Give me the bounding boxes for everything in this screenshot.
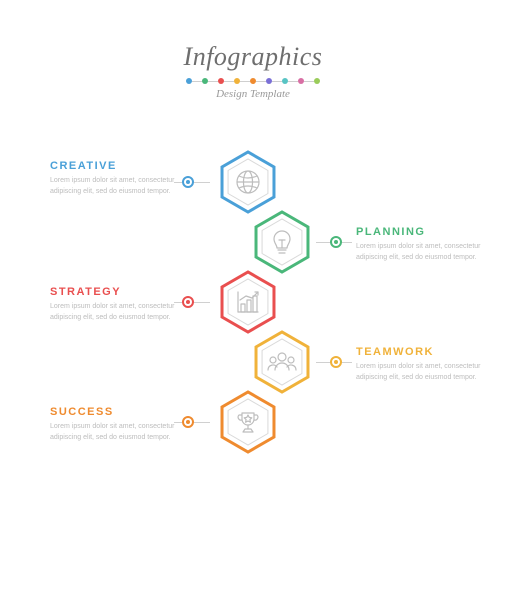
header-dot: [314, 78, 320, 84]
textblock-teamwork: TEAMWORK Lorem ipsum dolor sit amet, con…: [356, 346, 486, 383]
textblock-creative: CREATIVE Lorem ipsum dolor sit amet, con…: [50, 160, 180, 197]
hex-planning: [250, 210, 314, 274]
bullet-success: [182, 416, 194, 428]
label-success: SUCCESS: [50, 406, 180, 418]
textblock-planning: PLANNING Lorem ipsum dolor sit amet, con…: [356, 226, 486, 263]
label-planning: PLANNING: [356, 226, 486, 238]
label-creative: CREATIVE: [50, 160, 180, 172]
hex-success: [216, 390, 280, 454]
hex-creative: [216, 150, 280, 214]
header: Infographics Design Template: [0, 0, 506, 100]
bullet-creative: [182, 176, 194, 188]
label-teamwork: TEAMWORK: [356, 346, 486, 358]
textblock-success: SUCCESS Lorem ipsum dolor sit amet, cons…: [50, 406, 180, 443]
body-creative: Lorem ipsum dolor sit amet, consectetur …: [50, 176, 180, 197]
body-teamwork: Lorem ipsum dolor sit amet, consectetur …: [356, 362, 486, 383]
hex-strategy: [216, 270, 280, 334]
page-subtitle: Design Template: [0, 88, 506, 100]
infographic-stage: CREATIVE Lorem ipsum dolor sit amet, con…: [0, 130, 506, 590]
body-success: Lorem ipsum dolor sit amet, consectetur …: [50, 422, 180, 443]
header-dots: [0, 78, 506, 84]
bullet-strategy: [182, 296, 194, 308]
page-title: Infographics: [0, 42, 506, 72]
body-strategy: Lorem ipsum dolor sit amet, consectetur …: [50, 302, 180, 323]
bullet-teamwork: [330, 356, 342, 368]
hex-teamwork: [250, 330, 314, 394]
bullet-planning: [330, 236, 342, 248]
label-strategy: STRATEGY: [50, 286, 180, 298]
textblock-strategy: STRATEGY Lorem ipsum dolor sit amet, con…: [50, 286, 180, 323]
body-planning: Lorem ipsum dolor sit amet, consectetur …: [356, 242, 486, 263]
